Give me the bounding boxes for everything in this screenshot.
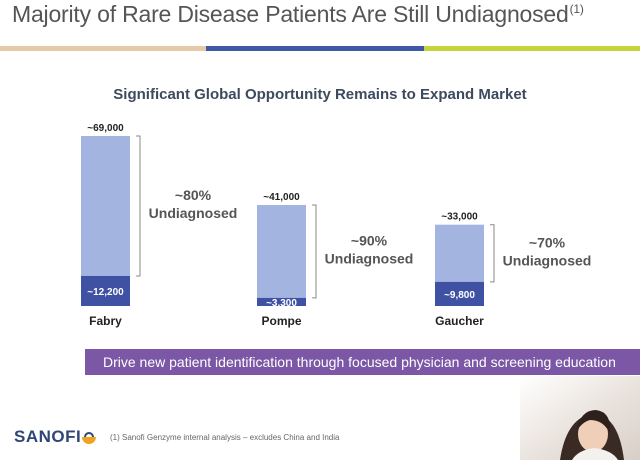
- sanofi-logo-mark-icon: [82, 432, 96, 444]
- total-label-fabry: ~69,000: [87, 123, 124, 134]
- patient-photo: [520, 376, 640, 460]
- bar-diagnosed-gaucher: [435, 281, 484, 306]
- undiagnosed-percent-gaucher: ~70%: [529, 234, 566, 250]
- total-label-gaucher: ~33,000: [441, 212, 478, 223]
- bar-chart: ~69,000 ~12,200 Fabry ~80% Undiagnosed ~41,00…: [81, 123, 592, 328]
- bar-undiagnosed-fabry: [81, 136, 130, 276]
- diagnosed-label-pompe: ~3,300: [266, 298, 297, 309]
- bar-diagnosed-fabry: [81, 275, 130, 306]
- sanofi-logo: SANOFI: [14, 427, 82, 446]
- undiagnosed-text-gaucher: Undiagnosed: [503, 252, 592, 268]
- category-label-fabry: Fabry: [89, 314, 122, 328]
- call-to-action-banner: Drive new patient identification through…: [85, 349, 640, 375]
- bracket-gaucher: [490, 224, 495, 283]
- patient-photo-illustration: [520, 376, 640, 460]
- undiagnosed-percent-fabry: ~80%: [175, 187, 212, 203]
- category-label-pompe: Pompe: [261, 314, 301, 328]
- undiagnosed-text-pompe: Undiagnosed: [325, 250, 414, 266]
- diagnosed-label-fabry: ~12,200: [87, 287, 124, 298]
- undiagnosed-percent-pompe: ~90%: [351, 232, 388, 248]
- footnote: (1) Sanofi Genzyme internal analysis – e…: [110, 433, 340, 442]
- footnote-ref: (1): [569, 2, 584, 17]
- header-band-1: [0, 46, 206, 51]
- header-band-3: [424, 46, 640, 51]
- chart-subtitle: Significant Global Opportunity Remains t…: [113, 86, 527, 103]
- bracket-fabry: [136, 135, 141, 277]
- bar-undiagnosed-gaucher: [435, 224, 484, 282]
- category-label-gaucher: Gaucher: [435, 314, 484, 328]
- page-title: Majority of Rare Disease Patients Are St…: [12, 1, 584, 27]
- bar-diagnosed-pompe: [257, 297, 306, 306]
- undiagnosed-text-fabry: Undiagnosed: [149, 205, 238, 221]
- header-band-2: [206, 46, 424, 51]
- total-label-pompe: ~41,000: [263, 192, 300, 203]
- bracket-pompe: [312, 204, 317, 299]
- bar-undiagnosed-pompe: [257, 204, 306, 298]
- diagnosed-label-gaucher: ~9,800: [444, 290, 475, 301]
